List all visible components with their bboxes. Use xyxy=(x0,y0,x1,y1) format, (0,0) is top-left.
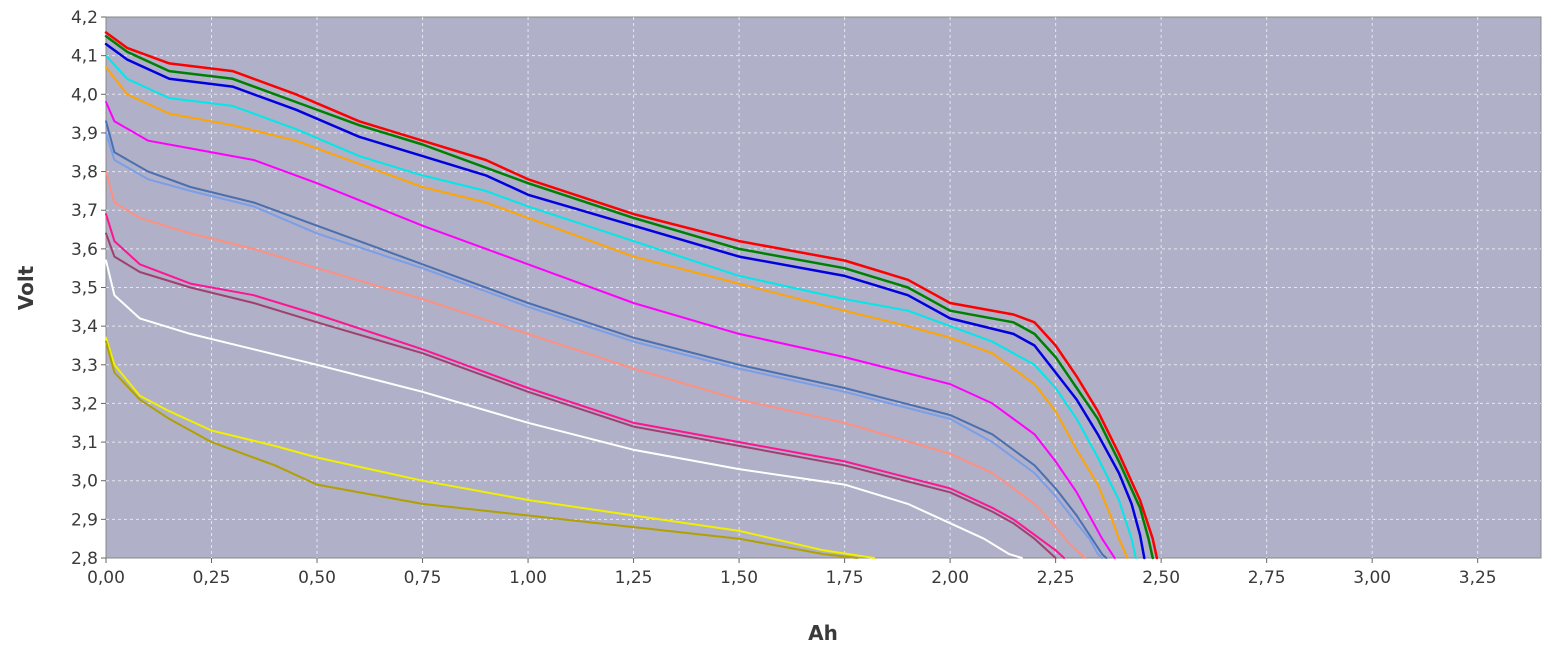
series-line-8 xyxy=(105,131,1104,559)
y-tick-label: 3,7 xyxy=(71,201,98,221)
series-line-3 xyxy=(104,42,1146,560)
series-line-12 xyxy=(105,259,1023,559)
x-tick-label: 0,75 xyxy=(404,568,442,588)
y-tick-label: 3,9 xyxy=(71,124,98,144)
x-axis-title: Ah xyxy=(808,621,838,645)
x-tick-label: 2,50 xyxy=(1142,568,1180,588)
series-line-14 xyxy=(105,340,859,559)
x-tick-label: 1,75 xyxy=(826,568,864,588)
y-axis-ticks: 2,8 2,9 3,0 3,1 3,2 3,3 3,4 3,5 3,6 3,7 3,8 3,9 4,0 4… xyxy=(71,8,106,569)
series-line-1 xyxy=(104,31,1159,560)
series-layer xyxy=(104,31,1159,560)
x-tick-label: 3,00 xyxy=(1353,568,1391,588)
series-line-11 xyxy=(105,232,1057,559)
y-axis-title: Volt xyxy=(14,265,38,310)
series-line-2 xyxy=(104,35,1154,560)
y-tick-label: 3,8 xyxy=(71,163,98,183)
y-tick-label: 3,5 xyxy=(71,279,98,299)
y-tick-label: 4,1 xyxy=(71,47,98,67)
x-tick-label: 1,00 xyxy=(509,568,547,588)
y-tick-label: 3,4 xyxy=(71,317,98,337)
x-tick-label: 2,75 xyxy=(1248,568,1286,588)
series-line-9 xyxy=(105,170,1087,559)
x-tick-label: 0,25 xyxy=(193,568,231,588)
grid-lines xyxy=(106,17,1541,558)
x-tick-label: 1,25 xyxy=(615,568,653,588)
x-tick-label: 1,50 xyxy=(720,568,758,588)
y-tick-label: 4,2 xyxy=(71,8,98,28)
y-tick-label: 3,6 xyxy=(71,240,98,260)
series-line-10 xyxy=(105,213,1066,559)
series-line-6 xyxy=(105,101,1116,559)
y-tick-label: 3,3 xyxy=(71,356,98,376)
series-line-5 xyxy=(105,66,1129,559)
series-line-7 xyxy=(105,120,1108,559)
x-tick-label: 0,50 xyxy=(298,568,336,588)
y-tick-label: 2,9 xyxy=(71,510,98,530)
y-tick-label: 3,0 xyxy=(71,472,98,492)
y-tick-label: 3,2 xyxy=(71,394,98,414)
x-tick-label: 0,00 xyxy=(87,568,125,588)
y-tick-label: 3,1 xyxy=(71,433,98,453)
x-tick-label: 2,25 xyxy=(1037,568,1075,588)
series-line-13 xyxy=(105,336,876,559)
series-line-4 xyxy=(105,54,1137,559)
x-axis-ticks: 0,00 0,25 0,50 0,75 1,00 1,25 1,50 1,75 2,00 2,25… xyxy=(87,558,1497,588)
x-tick-label: 2,00 xyxy=(931,568,969,588)
y-tick-label: 4,0 xyxy=(71,85,98,105)
y-tick-label: 2,8 xyxy=(71,549,98,569)
x-tick-label: 3,25 xyxy=(1459,568,1497,588)
